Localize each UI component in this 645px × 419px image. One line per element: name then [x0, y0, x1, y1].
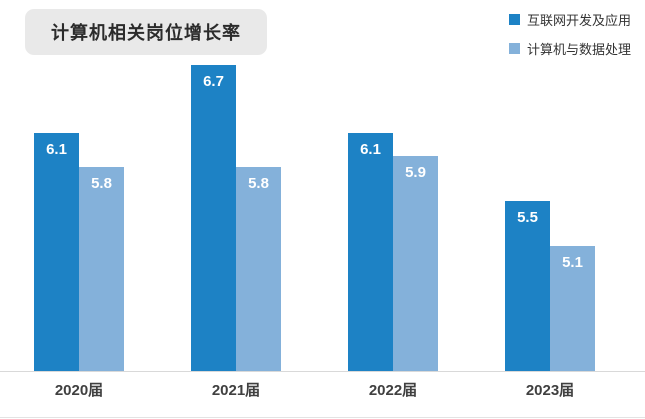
bar-series-1: 5.8: [79, 167, 124, 371]
bar-value-label: 6.1: [360, 141, 381, 158]
bar-value-label: 5.5: [517, 209, 538, 226]
category-label: 2020届: [54, 382, 104, 399]
legend-label: 计算机与数据处理: [526, 42, 631, 57]
bar-group: 6.7 5.8: [191, 31, 281, 371]
legend-item: 计算机与数据处理: [508, 39, 631, 58]
bar-group: 5.5 5.1: [505, 31, 595, 371]
bar-series-0: 6.1: [348, 133, 393, 371]
bar-group: 6.1 5.8: [34, 31, 124, 371]
bar-series-1: 5.9: [393, 155, 438, 371]
legend-swatch-icon: [508, 43, 520, 54]
bar-value-label: 6.1: [46, 141, 67, 158]
bar-series-1: 5.1: [550, 246, 595, 371]
bar-series-0: 6.7: [191, 65, 236, 371]
category-label: 2023届: [525, 382, 575, 399]
bar-value-label: 5.9: [405, 163, 426, 181]
x-axis-labels: 2020届 2021届 2022届 2023届: [34, 379, 595, 400]
chart-title: 计算机相关岗位增长率: [51, 23, 241, 43]
category-label: 2022届: [368, 382, 418, 399]
bottom-border-line: [0, 417, 645, 418]
bar-series-0: 6.1: [34, 133, 79, 371]
bar-value-label: 6.7: [203, 73, 224, 90]
bar-series-1: 5.8: [236, 167, 281, 371]
plot-area: 6.1 5.8 6.7 5.8 6.1 5.9 5.5 5.1: [34, 31, 595, 371]
legend-item: 互联网开发及应用: [508, 10, 631, 29]
category-label: 2021届: [211, 382, 261, 399]
chart-title-pill: 计算机相关岗位增长率: [25, 9, 267, 55]
legend-swatch-icon: [508, 14, 520, 25]
legend: 互联网开发及应用 计算机与数据处理: [508, 10, 631, 58]
bar-value-label: 5.8: [248, 175, 269, 192]
bar-value-label: 5.8: [91, 175, 112, 192]
bar-series-0: 5.5: [505, 201, 550, 371]
bar-group: 6.1 5.9: [348, 31, 438, 371]
legend-label: 互联网开发及应用: [526, 13, 631, 28]
bar-value-label: 5.1: [562, 254, 583, 272]
x-axis-line: [0, 371, 645, 372]
